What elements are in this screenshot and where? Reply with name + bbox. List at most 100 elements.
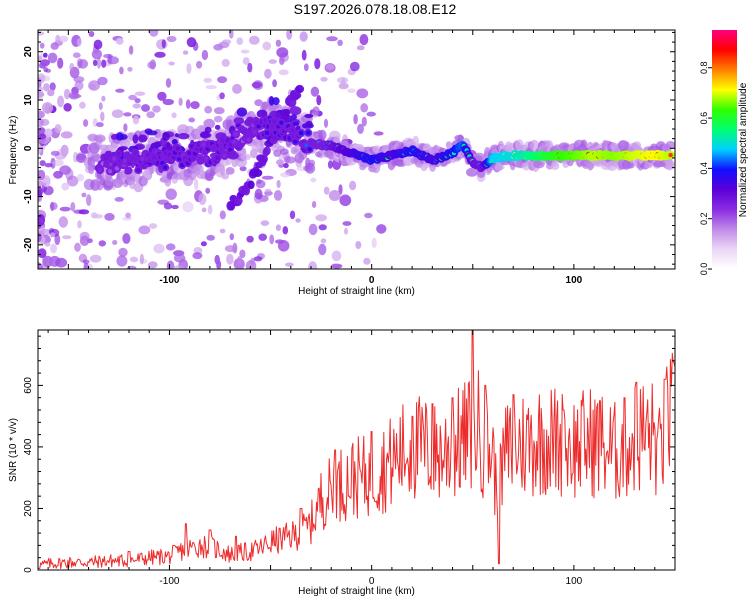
spectrogram-cell xyxy=(341,78,346,88)
spectrogram-cell xyxy=(206,85,217,89)
spectrogram-cell xyxy=(60,207,71,212)
spectrogram-cell xyxy=(53,160,64,167)
spectrogram-cell xyxy=(279,69,289,75)
spectrogram-cell xyxy=(253,80,263,90)
colorbar-label: Normalized spectral amplitude xyxy=(738,82,749,217)
spectrogram-cell xyxy=(198,159,202,163)
spectrogram-cell xyxy=(241,50,250,54)
spectrogram-cell xyxy=(320,77,327,82)
spectrogram-cell xyxy=(223,154,227,158)
x-tick-label: 100 xyxy=(566,275,583,286)
spectrogram-cell xyxy=(276,40,281,47)
spectrogram-cell xyxy=(551,162,560,170)
spectrogram-cell xyxy=(339,195,351,207)
snr-series-line xyxy=(38,330,675,569)
spectrogram-cell xyxy=(356,88,368,98)
spectrogram-cell xyxy=(329,190,341,201)
spectrogram-cell xyxy=(269,234,274,244)
spectrogram-cell xyxy=(77,174,84,181)
spectrogram-cell xyxy=(40,160,46,166)
spectrogram-cell xyxy=(319,224,327,230)
spectrogram-cell xyxy=(51,42,59,50)
spectrogram-cell xyxy=(108,169,112,173)
spectrogram-cell xyxy=(122,233,130,244)
colorbar: 0.0 0.2 0.4 0.6 0.8 Normalized spectral ampl… xyxy=(699,30,749,275)
spectrogram-cell xyxy=(186,99,191,109)
spectrogram-cell xyxy=(61,145,69,157)
spectrogram-cell xyxy=(112,240,117,245)
snr-y-label: SNR (10 * v/v) xyxy=(8,418,19,482)
spectrogram-cell xyxy=(127,67,132,72)
spectrogram-cell xyxy=(138,135,147,143)
spectrogram-cell xyxy=(43,53,48,58)
y-tick-label: 0 xyxy=(23,567,34,573)
snr-x-label: Height of straight line (km) xyxy=(298,586,415,597)
spectrogram-cell xyxy=(136,168,140,172)
spectrogram-cell xyxy=(261,220,270,226)
spectrogram-cell xyxy=(61,183,69,191)
spectrogram-cell xyxy=(217,76,227,83)
spectrogram-cell xyxy=(237,256,242,265)
spectrogram-cell xyxy=(214,107,225,114)
spectrogram-cell xyxy=(324,119,328,128)
spectrogram-cell xyxy=(50,232,55,237)
spectrogram-cell xyxy=(87,238,93,243)
spectrogram-cell xyxy=(40,119,50,126)
spectrogram-cell xyxy=(306,131,310,135)
spectrogram-cell xyxy=(237,107,248,116)
spectrogram-cell xyxy=(173,265,184,271)
spectrogram-cell xyxy=(128,95,137,100)
spectrogram-cell xyxy=(286,29,292,40)
spectrogram-cell xyxy=(43,83,50,91)
spectrogram-y-label: Frequency (Hz) xyxy=(8,116,19,185)
spectrogram-cell xyxy=(349,181,356,190)
spectrogram-cell xyxy=(90,255,102,263)
spectrogram-cell xyxy=(205,188,210,194)
y-tick-label: 400 xyxy=(23,438,34,455)
spectrogram-cell xyxy=(201,142,205,146)
spectrogram-cell xyxy=(247,138,251,142)
spectrogram-cell xyxy=(357,124,364,134)
colorbar-tick-label: 0.8 xyxy=(699,61,709,74)
spectrogram-cell xyxy=(364,213,373,218)
spectrogram-cell xyxy=(89,31,95,37)
spectrogram-cell xyxy=(318,244,326,255)
spectrogram-cell xyxy=(236,37,243,45)
spectrogram-cell xyxy=(166,189,177,200)
x-tick-label: 100 xyxy=(566,576,583,587)
spectrogram-cell xyxy=(290,106,302,115)
spectrogram-cell xyxy=(249,36,260,45)
spectrogram-cell xyxy=(264,69,272,79)
spectrogram-cell xyxy=(204,78,213,83)
spectrogram-cell xyxy=(304,114,313,118)
spectrogram-cell xyxy=(93,60,98,66)
spectrogram-cell xyxy=(280,148,289,155)
spectrogram-cell xyxy=(178,133,190,139)
spectrogram-cell xyxy=(272,97,279,105)
y-tick-label: 10 xyxy=(23,94,34,106)
spectrogram-cell xyxy=(256,180,266,189)
spectrogram-cell xyxy=(99,240,106,246)
spectrogram-cell xyxy=(73,210,84,214)
spectrogram-cell xyxy=(99,102,103,110)
spectrogram-cell xyxy=(253,169,262,177)
spectrogram-cell xyxy=(306,121,313,128)
spectrogram-cell xyxy=(86,194,91,206)
spectrogram-cell xyxy=(308,261,317,273)
x-tick-label: -100 xyxy=(159,275,179,286)
spectrogram-cell xyxy=(45,103,50,114)
spectrogram-cell xyxy=(272,79,277,87)
spectrogram-cell xyxy=(190,101,199,109)
spectrogram-cell xyxy=(57,58,63,69)
spectrogram-cell xyxy=(343,221,352,226)
spectrogram-cell xyxy=(55,124,62,133)
spectrogram-cell xyxy=(665,159,674,170)
spectrogram-cell xyxy=(74,243,81,252)
spectrogram-cell xyxy=(374,131,384,135)
spectrogram-cell xyxy=(204,106,212,114)
spectrogram-cell xyxy=(254,256,263,261)
spectrogram-cell xyxy=(285,263,294,267)
spectrogram-cell xyxy=(350,62,360,72)
spectrogram-cell xyxy=(215,156,219,160)
